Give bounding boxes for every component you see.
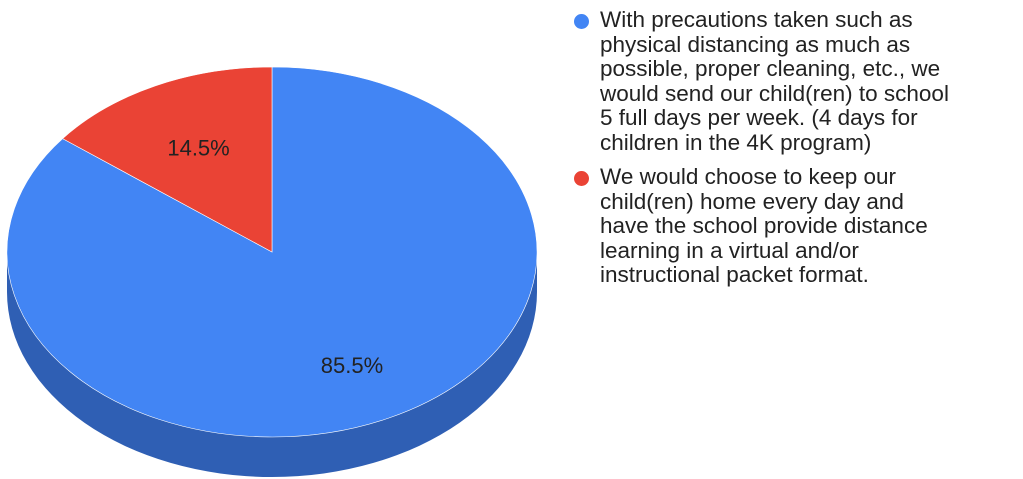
pie-side-blue (7, 252, 537, 477)
pie-top-layer (6, 66, 538, 438)
legend-label: With precautions taken such as physical … (600, 7, 949, 155)
legend-item-send-to-school: With precautions taken such as physical … (572, 7, 1022, 155)
legend: With precautions taken such as physical … (572, 7, 1022, 298)
legend-item-keep-home: We would choose to keep our child(ren) h… (572, 164, 1022, 288)
pie-value-label-red: 14.5% (167, 135, 229, 160)
pie-depth-layer (7, 252, 537, 477)
pie-chart: 85.5% 14.5% (6, 66, 538, 477)
legend-swatch-blue (574, 14, 589, 29)
legend-label: We would choose to keep our child(ren) h… (600, 164, 928, 287)
pie-labels-layer: 85.5% 14.5% (167, 135, 383, 378)
pie-slice-red (62, 66, 273, 253)
pie-value-label-blue: 85.5% (321, 353, 383, 378)
legend-swatch-red (574, 171, 589, 186)
pie-slice-blue (6, 66, 538, 438)
